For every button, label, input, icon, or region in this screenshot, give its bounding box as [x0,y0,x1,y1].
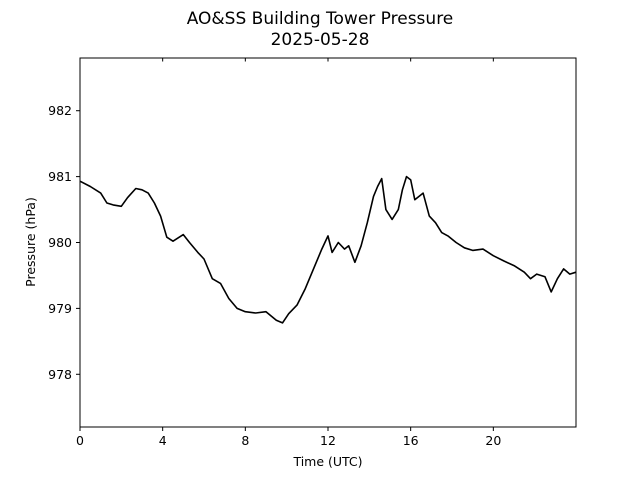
chart-subtitle: 2025-05-28 [271,30,370,50]
x-axis-label: Time (UTC) [292,454,362,469]
x-tick-label: 20 [485,433,501,448]
y-tick-label: 979 [48,301,72,316]
plot-background [80,58,576,427]
axes-layer: 0 4 8 12 16 20 978 979 980 981 982 [48,57,577,448]
plot-area [80,58,576,427]
x-tick-label: 16 [403,433,419,448]
series-layer [79,175,577,324]
x-tick-label: 0 [76,433,84,448]
y-axis-label: Pressure (hPa) [23,197,38,287]
y-tick-label: 982 [48,103,72,118]
x-tick-label: 12 [320,433,336,448]
x-tick-label: 8 [241,433,249,448]
y-tick-label: 978 [48,367,72,382]
y-tick-label: 981 [48,169,72,184]
series-line-0 [79,175,577,324]
y-tick-label: 980 [48,235,72,250]
chart-title: AO&SS Building Tower Pressure [187,9,454,29]
x-tick-label: 4 [159,433,167,448]
